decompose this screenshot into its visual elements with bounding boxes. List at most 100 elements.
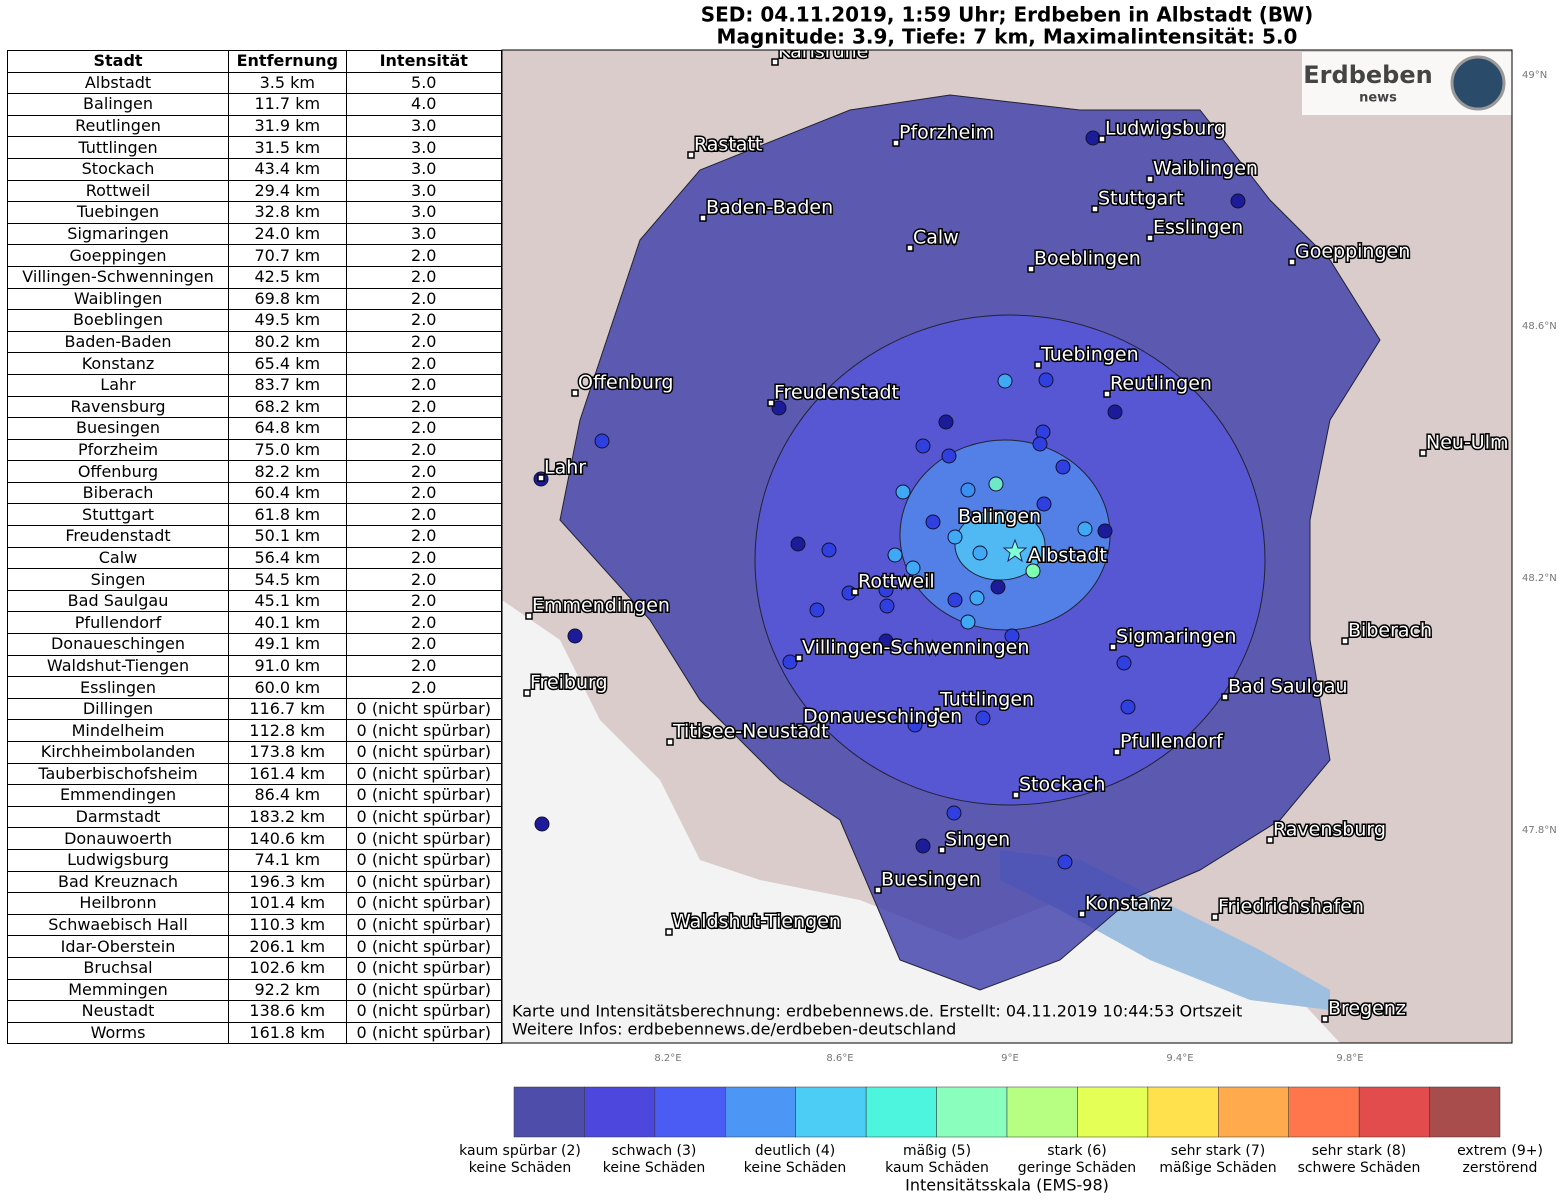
observation-dot bbox=[975, 710, 991, 726]
table-cell: 0 (nicht spürbar) bbox=[345, 741, 502, 764]
observation-dot bbox=[1035, 424, 1051, 440]
colorbar-swatch bbox=[1288, 1086, 1360, 1138]
logo-subtitle: news bbox=[1359, 91, 1397, 106]
table-cell: Waldshut-Tiengen bbox=[6, 654, 230, 678]
colorbar-label: mäßig (5) bbox=[903, 1143, 971, 1159]
table-row: Emmendingen 86.4 km 0 (nicht spürbar) bbox=[6, 784, 502, 807]
colorbar-swatch bbox=[654, 1086, 726, 1138]
table-cell: Reutlingen bbox=[6, 114, 230, 138]
table-cell: Konstanz bbox=[6, 352, 230, 375]
city-marker bbox=[666, 738, 674, 746]
city-marker bbox=[1341, 637, 1349, 645]
colorbar-label: extrem (9+) bbox=[1457, 1143, 1543, 1159]
table-cell: 2.0 bbox=[345, 373, 502, 397]
table-cell: 3.0 bbox=[345, 157, 502, 181]
observation-dot bbox=[972, 545, 988, 561]
city-label: Albstadt bbox=[1028, 545, 1107, 567]
table-cell: 101.4 km bbox=[228, 892, 347, 915]
observation-dot bbox=[1120, 699, 1136, 715]
table-cell: 5.0 bbox=[345, 71, 502, 95]
observation-dot bbox=[1038, 372, 1054, 388]
colorbar-label: deutlich (4) bbox=[755, 1143, 836, 1159]
colorbar-swatch bbox=[725, 1086, 796, 1138]
table-cell: 0 (nicht spürbar) bbox=[345, 719, 502, 742]
table-cell: 161.8 km bbox=[228, 1021, 347, 1045]
colorbar-swatch bbox=[1429, 1086, 1501, 1138]
observation-dot bbox=[1032, 436, 1048, 452]
table-cell: 60.4 km bbox=[228, 481, 347, 505]
column-header: Stadt bbox=[6, 50, 230, 73]
observation-dot bbox=[533, 471, 549, 487]
observation-dot bbox=[878, 633, 894, 649]
table-cell: 3.0 bbox=[345, 201, 502, 224]
table-row: Sigmaringen 24.0 km 3.0 bbox=[6, 222, 502, 246]
city-label: Rastatt bbox=[694, 134, 762, 156]
table-cell: 61.8 km bbox=[228, 503, 347, 527]
logo-box bbox=[1302, 52, 1512, 115]
table-cell: 0 (nicht spürbar) bbox=[345, 1000, 502, 1023]
table-row: Rottweil 29.4 km 3.0 bbox=[6, 179, 502, 203]
table-row: Ludwigsburg 74.1 km 0 (nicht spürbar) bbox=[6, 848, 502, 872]
table-cell: 2.0 bbox=[345, 568, 502, 591]
table-cell: 69.8 km bbox=[228, 287, 347, 311]
latitude-label: 48.6°N bbox=[1522, 321, 1557, 332]
table-cell: 2.0 bbox=[345, 676, 502, 699]
city-marker bbox=[1146, 234, 1154, 242]
city-marker bbox=[525, 612, 533, 620]
city-marker bbox=[1321, 1015, 1329, 1023]
city-label: Singen bbox=[945, 829, 1010, 851]
table-cell: 31.5 km bbox=[228, 136, 347, 159]
table-row: Offenburg 82.2 km 2.0 bbox=[6, 460, 502, 483]
table-cell: Villingen-Schwenningen bbox=[6, 265, 230, 289]
table-cell: 68.2 km bbox=[228, 395, 347, 419]
city-label: Konstanz bbox=[1085, 893, 1171, 915]
city-marker bbox=[1288, 258, 1296, 266]
city-label: Offenburg bbox=[578, 372, 673, 394]
table-cell: Bruchsal bbox=[6, 956, 230, 980]
table-cell: Darmstadt bbox=[6, 805, 230, 829]
longitude-label: 8.2°E bbox=[654, 1053, 681, 1064]
colorbar-swatch bbox=[1218, 1086, 1289, 1138]
city-marker bbox=[1211, 913, 1219, 921]
table-cell: Buesingen bbox=[6, 417, 230, 440]
observation-dot bbox=[960, 482, 976, 498]
table-cell: 0 (nicht spürbar) bbox=[345, 784, 502, 807]
colorbar-swatch bbox=[1006, 1086, 1078, 1138]
table-cell: 60.0 km bbox=[228, 676, 347, 699]
table-cell: 75.0 km bbox=[228, 438, 347, 462]
table-row: Freudenstadt 50.1 km 2.0 bbox=[6, 525, 502, 548]
city-label: Waiblingen bbox=[1153, 158, 1258, 180]
city-label: Freiburg bbox=[530, 672, 608, 694]
table-cell: 2.0 bbox=[345, 395, 502, 419]
column-header: Entfernung bbox=[228, 50, 347, 73]
city-label: Rottweil bbox=[858, 571, 935, 593]
table-row: Pfullendorf 40.1 km 2.0 bbox=[6, 611, 502, 635]
table-cell: 0 (nicht spürbar) bbox=[345, 827, 502, 850]
table-row: Calw 56.4 km 2.0 bbox=[6, 546, 502, 570]
table-cell: 0 (nicht spürbar) bbox=[345, 956, 502, 980]
table-cell: 2.0 bbox=[345, 309, 502, 332]
table-row: Albstadt 3.5 km 5.0 bbox=[6, 71, 502, 95]
city-marker bbox=[523, 689, 531, 697]
table-cell: Esslingen bbox=[6, 676, 230, 699]
observation-dot bbox=[1025, 563, 1041, 579]
observation-dot bbox=[771, 400, 787, 416]
observation-dot bbox=[895, 484, 911, 500]
table-cell: 2.0 bbox=[345, 525, 502, 548]
column-header: Intensität bbox=[345, 50, 502, 73]
table-cell: 65.4 km bbox=[228, 352, 347, 375]
table-cell: 2.0 bbox=[345, 438, 502, 462]
latitude-label: 47.8°N bbox=[1522, 825, 1557, 836]
city-marker bbox=[1221, 693, 1229, 701]
table-cell: Ravensburg bbox=[6, 395, 230, 419]
table-row: Konstanz 65.4 km 2.0 bbox=[6, 352, 502, 375]
table-cell: 24.0 km bbox=[228, 222, 347, 246]
table-row: Esslingen 60.0 km 2.0 bbox=[6, 676, 502, 699]
table-row: Stockach 43.4 km 3.0 bbox=[6, 157, 502, 181]
table-cell: 3.0 bbox=[345, 179, 502, 203]
table-cell: Calw bbox=[6, 546, 230, 570]
city-label: Emmendingen bbox=[532, 595, 670, 617]
city-label: Stuttgart bbox=[1098, 188, 1183, 210]
table-cell: 2.0 bbox=[345, 611, 502, 635]
table-cell: Donauwoerth bbox=[6, 827, 230, 850]
